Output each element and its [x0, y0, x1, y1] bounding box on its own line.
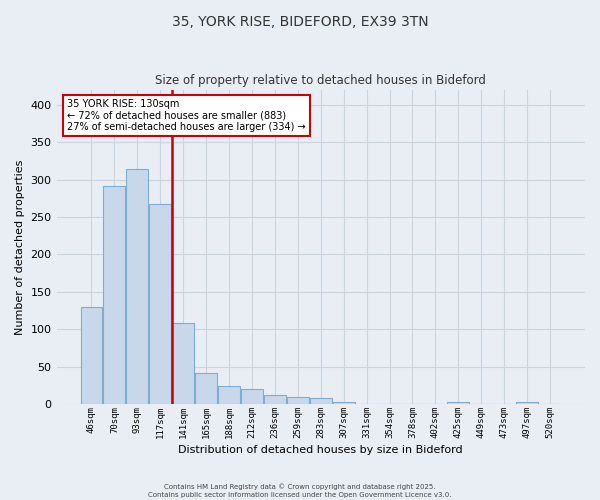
Bar: [448, 402, 469, 404]
Bar: [287, 397, 309, 404]
X-axis label: Distribution of detached houses by size in Bideford: Distribution of detached houses by size …: [178, 445, 463, 455]
Y-axis label: Number of detached properties: Number of detached properties: [15, 160, 25, 334]
Bar: [333, 402, 355, 404]
Bar: [80, 307, 103, 404]
Bar: [127, 169, 148, 404]
Bar: [103, 186, 125, 404]
Bar: [218, 386, 240, 404]
Text: 35 YORK RISE: 130sqm
← 72% of detached houses are smaller (883)
27% of semi-deta: 35 YORK RISE: 130sqm ← 72% of detached h…: [67, 99, 306, 132]
Bar: [149, 204, 171, 404]
Bar: [241, 390, 263, 404]
Text: Contains HM Land Registry data © Crown copyright and database right 2025.
Contai: Contains HM Land Registry data © Crown c…: [148, 484, 452, 498]
Bar: [195, 373, 217, 404]
Bar: [310, 398, 332, 404]
Bar: [516, 402, 538, 404]
Bar: [264, 396, 286, 404]
Bar: [172, 322, 194, 404]
Title: Size of property relative to detached houses in Bideford: Size of property relative to detached ho…: [155, 74, 486, 87]
Text: 35, YORK RISE, BIDEFORD, EX39 3TN: 35, YORK RISE, BIDEFORD, EX39 3TN: [172, 15, 428, 29]
